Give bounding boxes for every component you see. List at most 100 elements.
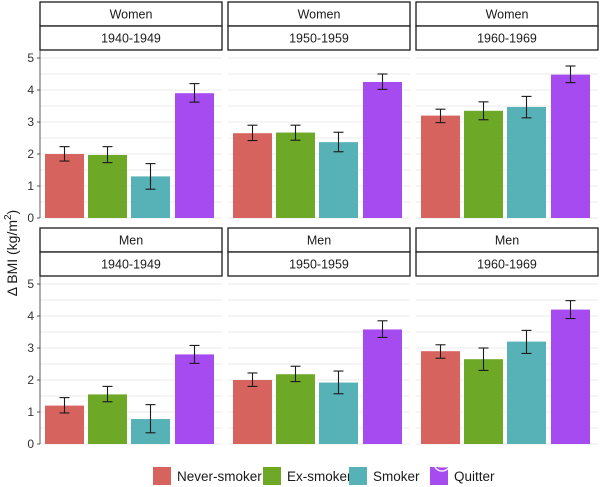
y-tick-label: 4 (27, 309, 34, 323)
strip-sex-box (415, 1, 599, 27)
error-bar (565, 300, 576, 320)
error-bar (435, 344, 446, 359)
error-bar (478, 101, 489, 121)
y-tick-label: 5 (27, 51, 34, 65)
error-bar (521, 95, 532, 119)
strip-cohort-label: 1950-1959 (289, 258, 349, 272)
y-tick-label: 0 (27, 211, 34, 225)
panel-women-1940-1949: Women 1940-1949 0 1 2 3 4 5 (27, 1, 223, 225)
legend-swatch (153, 467, 171, 485)
legend-label: Smoker (373, 469, 420, 484)
panel-women-1960-1969: Women 1960-1969 (415, 1, 599, 219)
strip-sex-box (227, 227, 411, 253)
legend-item-quitter: Quitter (430, 467, 495, 485)
strip-cohort-box (227, 25, 411, 51)
panel-women-1950-1959: Women 1950-1959 (227, 1, 411, 219)
bar-quitter (175, 354, 214, 444)
bar-ex-smoker (88, 394, 127, 444)
error-bar (102, 146, 113, 164)
error-bar (521, 329, 532, 354)
strip-sex-label: Men (495, 234, 519, 248)
error-bar (247, 372, 258, 387)
error-bar (102, 385, 113, 403)
bar-never-smoker (421, 351, 460, 444)
error-bar (377, 73, 388, 90)
y-tick-label: 4 (27, 83, 34, 97)
strip-sex-box (39, 227, 223, 253)
legend-label: Quitter (454, 469, 495, 484)
strip-cohort-box (39, 25, 223, 51)
strip-cohort-label: 1940-1949 (101, 32, 161, 46)
watermark: 值 值 什么值得买 (433, 454, 542, 472)
error-bar (435, 108, 446, 124)
y-tick-label: 3 (27, 341, 34, 355)
y-tick-label: 5 (27, 277, 34, 291)
error-bar (478, 347, 489, 371)
bar-ex-smoker (464, 110, 503, 218)
error-bar (377, 320, 388, 338)
bar-quitter (363, 82, 402, 218)
strip-cohort-box (415, 251, 599, 277)
error-bar (59, 146, 70, 162)
bar-quitter (551, 309, 590, 444)
error-bar (59, 397, 70, 414)
y-tick-label: 2 (27, 147, 34, 161)
legend-label: Never-smoker (177, 469, 262, 484)
bar-ex-smoker (464, 359, 503, 444)
bar-ex-smoker (276, 374, 315, 444)
error-bar (247, 124, 258, 142)
legend-item-smoker: Smoker (349, 467, 420, 485)
error-bar (290, 124, 301, 141)
error-bar (565, 65, 576, 84)
panel-men-1940-1949: Men 1940-1949 0 1 2 3 4 5 (27, 227, 223, 451)
strip-cohort-box (227, 251, 411, 277)
panel-men-1960-1969: Men 1960-1969 (415, 227, 599, 445)
y-tick-label: 2 (27, 373, 34, 387)
bar-never-smoker (45, 154, 84, 218)
error-bar (333, 370, 344, 395)
strip-sex-label: Women (110, 8, 153, 22)
bar-quitter (175, 93, 214, 218)
y-tick-label: 1 (27, 179, 34, 193)
legend-swatch (263, 467, 281, 485)
strip-sex-box (415, 227, 599, 253)
strip-sex-label: Men (119, 234, 143, 248)
strip-sex-box (39, 1, 223, 27)
bar-smoker (507, 341, 546, 444)
y-axis-label: Δ BMI (kg/m2) (3, 210, 20, 296)
legend-label: Ex-smoker (287, 469, 352, 484)
bar-never-smoker (233, 380, 272, 444)
error-bar (145, 163, 156, 190)
bar-smoker (319, 142, 358, 218)
bar-smoker (507, 106, 546, 218)
y-tick-label: 0 (27, 437, 34, 451)
bar-ex-smoker (88, 154, 127, 218)
legend: Never-smoker Ex-smoker Smoker Quitter (153, 467, 495, 485)
bar-never-smoker (421, 115, 460, 218)
legend-item-ex-smoker: Ex-smoker (263, 467, 352, 485)
bar-quitter (363, 329, 402, 444)
error-bar (290, 365, 301, 383)
legend-item-never-smoker: Never-smoker (153, 467, 262, 485)
error-bar (145, 404, 156, 434)
y-tick-label: 1 (27, 405, 34, 419)
chart-panels: Women 1940-1949 0 1 2 3 4 5 Women 1950-1959 Women 1… (27, 1, 599, 451)
bar-quitter (551, 74, 590, 218)
panel-men-1950-1959: Men 1950-1959 (227, 227, 411, 445)
strip-cohort-label: 1940-1949 (101, 258, 161, 272)
strip-cohort-label: 1960-1969 (477, 32, 537, 46)
legend-swatch (349, 467, 367, 485)
bar-never-smoker (233, 133, 272, 218)
strip-cohort-box (415, 25, 599, 51)
strip-sex-label: Women (486, 8, 529, 22)
strip-sex-label: Women (298, 8, 341, 22)
watermark-text: 值 什么值得买 (454, 455, 542, 472)
strip-cohort-box (39, 251, 223, 277)
strip-cohort-label: 1960-1969 (477, 258, 537, 272)
smzdm-logo-icon: 值 (433, 454, 451, 472)
strip-cohort-label: 1950-1959 (289, 32, 349, 46)
error-bar (189, 344, 200, 364)
strip-sex-label: Men (307, 234, 331, 248)
error-bar (189, 83, 200, 103)
